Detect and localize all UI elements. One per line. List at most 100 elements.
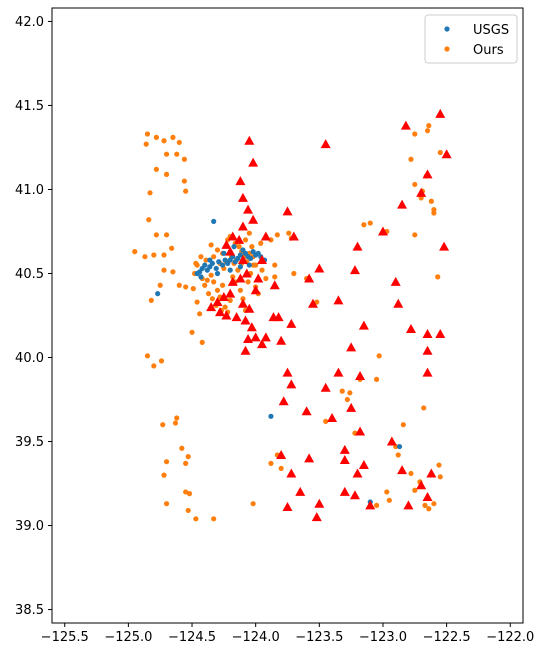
station-triangle bbox=[295, 486, 306, 496]
point-ours bbox=[193, 516, 199, 522]
x-tick-label: −122.0 bbox=[486, 630, 534, 645]
point-ours bbox=[422, 502, 428, 508]
station-triangle bbox=[339, 444, 350, 454]
y-tick-label: 41.0 bbox=[15, 183, 44, 198]
point-ours bbox=[143, 141, 149, 147]
point-ours bbox=[227, 297, 233, 303]
point-ours bbox=[426, 506, 432, 512]
point-usgs bbox=[231, 244, 237, 250]
point-ours bbox=[176, 282, 182, 288]
station-triangle bbox=[243, 204, 254, 214]
point-usgs bbox=[227, 267, 233, 273]
station-triangle bbox=[235, 176, 246, 186]
point-ours bbox=[384, 489, 390, 495]
station-triangle bbox=[426, 468, 437, 478]
point-ours bbox=[189, 329, 195, 335]
station-triangle bbox=[215, 307, 226, 317]
point-ours bbox=[144, 353, 151, 359]
point-ours bbox=[161, 472, 167, 478]
point-ours bbox=[174, 415, 180, 421]
station-triangle bbox=[260, 332, 271, 342]
point-ours bbox=[286, 230, 292, 236]
point-ours bbox=[424, 128, 431, 134]
point-ours bbox=[376, 353, 382, 359]
station-triangle bbox=[227, 231, 238, 241]
legend-label-ours: Ours bbox=[473, 43, 504, 58]
point-ours bbox=[132, 249, 138, 255]
station-triangle bbox=[355, 426, 366, 436]
point-usgs bbox=[211, 218, 217, 225]
station-triangle bbox=[311, 512, 322, 522]
station-triangle bbox=[307, 298, 318, 308]
station-triangle bbox=[333, 367, 344, 377]
point-ours bbox=[197, 311, 203, 317]
point-ours bbox=[272, 262, 278, 268]
station-triangle bbox=[422, 491, 433, 501]
station-triangle bbox=[320, 382, 331, 392]
plot-marks bbox=[132, 108, 452, 522]
station-triangle bbox=[212, 297, 223, 307]
x-tick-label: −123.5 bbox=[295, 630, 343, 645]
point-ours bbox=[169, 245, 175, 251]
point-ours bbox=[170, 269, 176, 275]
station-triangle bbox=[250, 332, 261, 342]
point-ours bbox=[142, 254, 148, 260]
station-triangle bbox=[441, 149, 452, 159]
point-ours bbox=[209, 296, 215, 302]
point-ours bbox=[408, 470, 414, 477]
point-ours bbox=[194, 299, 200, 305]
station-triangle bbox=[339, 455, 350, 465]
x-tick-label: −124.5 bbox=[168, 630, 216, 645]
station-triangle bbox=[390, 276, 401, 286]
point-ours bbox=[222, 304, 228, 310]
station-triangle bbox=[355, 370, 366, 380]
point-ours bbox=[437, 149, 443, 156]
point-ours bbox=[144, 131, 151, 137]
point-ours bbox=[153, 232, 159, 238]
point-usgs bbox=[268, 413, 274, 419]
point-ours bbox=[435, 274, 441, 280]
station-triangle bbox=[397, 465, 408, 475]
point-ours bbox=[431, 501, 437, 507]
y-tick-label: 40.5 bbox=[15, 267, 44, 282]
station-triangle bbox=[248, 214, 259, 224]
point-ours bbox=[208, 242, 214, 248]
legend: USGS Ours bbox=[424, 14, 518, 64]
point-usgs bbox=[155, 291, 161, 297]
station-triangle bbox=[250, 285, 261, 295]
point-ours bbox=[205, 291, 212, 297]
point-ours bbox=[242, 237, 249, 243]
station-triangle bbox=[314, 498, 325, 508]
point-ours bbox=[253, 262, 259, 268]
point-ours bbox=[211, 279, 217, 285]
point-ours bbox=[240, 296, 246, 302]
station-triangle bbox=[393, 298, 404, 308]
point-usgs bbox=[216, 259, 222, 265]
station-triangle bbox=[320, 139, 331, 149]
x-tick-label: −125.5 bbox=[41, 630, 89, 645]
point-ours bbox=[172, 420, 179, 426]
point-usgs bbox=[247, 255, 254, 261]
point-ours bbox=[421, 405, 427, 411]
point-ours bbox=[211, 254, 217, 260]
y-tick-label: 40.0 bbox=[15, 351, 44, 366]
point-ours bbox=[153, 166, 159, 172]
station-triangle bbox=[435, 108, 446, 118]
station-triangle bbox=[260, 231, 271, 241]
point-ours bbox=[160, 422, 166, 428]
station-triangle bbox=[244, 303, 255, 313]
x-tick-label: −122.5 bbox=[423, 630, 471, 645]
station-triangle bbox=[237, 255, 248, 265]
station-triangle bbox=[422, 169, 433, 179]
station-triangle bbox=[221, 310, 232, 320]
station-triangle bbox=[240, 315, 251, 325]
y-tick-label: 39.0 bbox=[15, 519, 44, 534]
station-triangle bbox=[435, 328, 446, 338]
point-ours bbox=[179, 445, 185, 451]
station-triangle bbox=[422, 328, 433, 338]
station-triangle bbox=[352, 468, 363, 478]
point-ours bbox=[246, 230, 252, 236]
point-usgs bbox=[198, 274, 204, 280]
point-ours bbox=[374, 376, 380, 382]
point-ours bbox=[395, 452, 401, 458]
